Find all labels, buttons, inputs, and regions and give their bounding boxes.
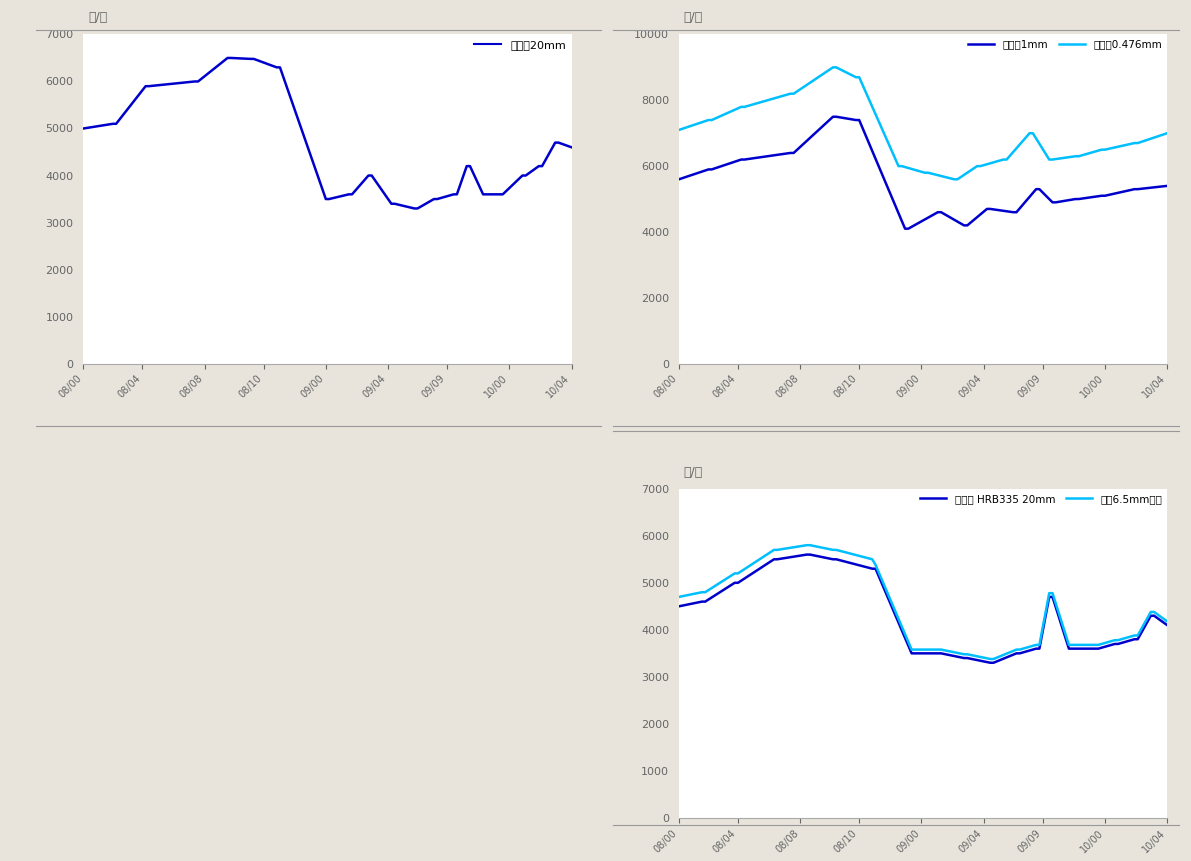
彩涂板0.476mm [868, 109, 883, 120]
彩涂板0.476mm [1160, 128, 1174, 139]
彩涂板0.476mm [836, 65, 850, 76]
线材6.5mm高线 [1016, 643, 1030, 653]
镀锌板1mm [672, 174, 686, 184]
Line: 镀锌板1mm: 镀锌板1mm [679, 117, 1167, 229]
彩涂板0.476mm [1016, 135, 1030, 146]
螺纹钢 HRB335 20mm [1016, 647, 1030, 658]
Text: 元/吨: 元/吨 [684, 466, 703, 479]
彩涂板0.476mm [825, 62, 840, 72]
Text: 元/吨: 元/吨 [684, 11, 703, 24]
镀锌板1mm [954, 219, 968, 229]
线材6.5mm高线 [1081, 640, 1096, 650]
螺纹钢 HRB335 20mm [983, 658, 997, 668]
镀锌板1mm [868, 153, 883, 164]
线材6.5mm高线 [983, 653, 997, 664]
镀锌板1mm [1081, 193, 1096, 203]
Line: 螺纹钢 HRB335 20mm: 螺纹钢 HRB335 20mm [679, 554, 1167, 663]
Line: 线材6.5mm高线: 线材6.5mm高线 [679, 545, 1167, 659]
Legend: 螺纹钢 HRB335 20mm, 线材6.5mm高线: 螺纹钢 HRB335 20mm, 线材6.5mm高线 [921, 494, 1162, 504]
Legend: 中厚板20mm: 中厚板20mm [474, 40, 566, 50]
螺纹钢 HRB335 20mm [930, 648, 944, 659]
彩涂板0.476mm [930, 170, 944, 180]
线材6.5mm高线 [799, 540, 813, 550]
螺纹钢 HRB335 20mm [868, 564, 883, 574]
线材6.5mm高线 [836, 547, 850, 557]
彩涂板0.476mm [672, 125, 686, 135]
线材6.5mm高线 [950, 647, 965, 658]
螺纹钢 HRB335 20mm [950, 652, 965, 662]
Legend: 镀锌板1mm, 彩涂板0.476mm: 镀锌板1mm, 彩涂板0.476mm [968, 40, 1162, 50]
螺纹钢 HRB335 20mm [1160, 620, 1174, 630]
线材6.5mm高线 [868, 560, 883, 570]
螺纹钢 HRB335 20mm [672, 601, 686, 611]
彩涂板0.476mm [1081, 148, 1096, 158]
Line: 彩涂板0.476mm: 彩涂板0.476mm [679, 67, 1167, 179]
镀锌板1mm [934, 207, 948, 217]
镀锌板1mm [1160, 181, 1174, 191]
镀锌板1mm [1016, 200, 1030, 210]
线材6.5mm高线 [672, 592, 686, 602]
镀锌板1mm [836, 113, 850, 123]
线材6.5mm高线 [930, 644, 944, 654]
镀锌板1mm [825, 112, 840, 122]
线材6.5mm高线 [1160, 616, 1174, 627]
螺纹钢 HRB335 20mm [799, 549, 813, 560]
Text: 元/吨: 元/吨 [88, 11, 107, 24]
彩涂板0.476mm [954, 172, 968, 183]
彩涂板0.476mm [947, 174, 961, 184]
螺纹钢 HRB335 20mm [836, 556, 850, 567]
镀锌板1mm [898, 224, 912, 234]
螺纹钢 HRB335 20mm [1081, 643, 1096, 653]
